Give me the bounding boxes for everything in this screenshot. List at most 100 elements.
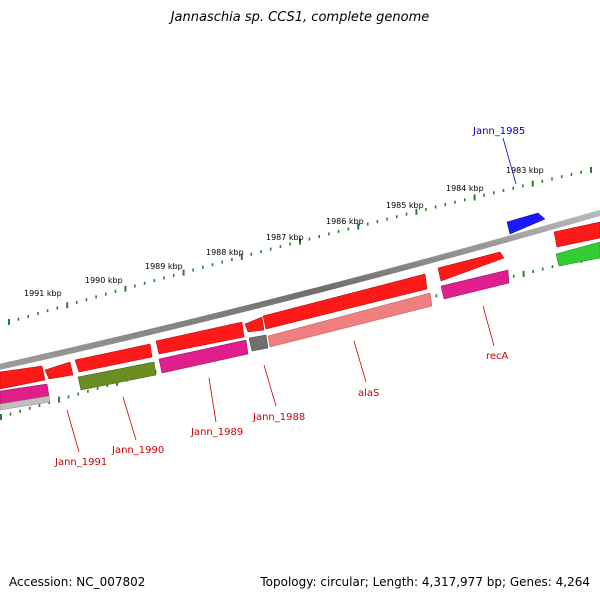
tick-mark bbox=[240, 253, 243, 260]
tick-mark bbox=[8, 319, 10, 325]
tick-label-1983: 1983 kbp bbox=[506, 166, 544, 175]
tick-mark bbox=[279, 245, 282, 249]
tick-mark bbox=[289, 242, 291, 246]
tick-mark bbox=[48, 401, 50, 405]
gene-feature[interactable] bbox=[555, 241, 600, 267]
gene-feature[interactable] bbox=[437, 251, 505, 282]
tick-mark bbox=[85, 298, 88, 302]
tick-mark bbox=[473, 194, 476, 201]
gene-jann1988[interactable] bbox=[248, 334, 269, 352]
tick-mark bbox=[77, 392, 79, 396]
gene-feature[interactable] bbox=[244, 316, 265, 333]
tick-mark bbox=[318, 235, 320, 238]
gene-feature[interactable] bbox=[74, 343, 153, 373]
tick-mark bbox=[541, 267, 544, 271]
gene-jann1989[interactable] bbox=[158, 339, 249, 374]
gene-feature[interactable] bbox=[0, 365, 46, 390]
tick-mark bbox=[46, 309, 49, 313]
label-jann1991[interactable]: Jann_1991 bbox=[54, 457, 107, 468]
tick-mark bbox=[96, 386, 99, 390]
gene-feature[interactable] bbox=[155, 321, 245, 355]
label-jann1989[interactable]: Jann_1989 bbox=[190, 427, 243, 438]
tick-mark bbox=[260, 250, 262, 254]
tick-mark bbox=[483, 193, 485, 197]
label-jann1985[interactable]: Jann_1985 bbox=[472, 126, 525, 137]
tick-mark bbox=[357, 223, 360, 230]
tick-mark bbox=[386, 217, 388, 221]
tick-mark bbox=[202, 265, 204, 269]
tick-mark bbox=[551, 177, 553, 181]
gene-alas[interactable] bbox=[267, 292, 433, 348]
tick-mark bbox=[560, 175, 563, 179]
gene-feature[interactable] bbox=[44, 361, 74, 380]
forward-genes bbox=[0, 212, 600, 390]
tick-label-1984: 1984 kbp bbox=[446, 184, 484, 193]
tick-mark bbox=[182, 269, 185, 276]
label-alas[interactable]: alaS bbox=[358, 388, 379, 399]
tick-mark bbox=[532, 270, 534, 273]
tick-mark bbox=[531, 180, 534, 187]
genome-backbone bbox=[0, 209, 600, 370]
tick-mark bbox=[570, 173, 573, 176]
tick-mark bbox=[269, 247, 272, 251]
label-reca[interactable]: recA bbox=[486, 351, 509, 362]
tick-mark bbox=[75, 300, 78, 304]
tick-mark bbox=[502, 189, 505, 192]
tick-mark bbox=[337, 229, 340, 233]
tick-mark bbox=[405, 212, 408, 216]
tick-label-1985: 1985 kbp bbox=[386, 201, 424, 210]
tick-mark bbox=[454, 200, 456, 204]
tick-mark bbox=[522, 270, 525, 277]
tick-mark bbox=[124, 285, 127, 292]
tick-mark bbox=[87, 389, 89, 393]
tick-mark bbox=[106, 384, 109, 388]
gene-feature[interactable] bbox=[553, 221, 600, 248]
tick-mark bbox=[221, 260, 223, 264]
tick-mark bbox=[37, 312, 39, 315]
tick-mark bbox=[299, 238, 301, 245]
tick-mark bbox=[580, 170, 582, 174]
gene-feature[interactable] bbox=[262, 273, 428, 330]
map-title: Jannaschia sp. CCS1, complete genome bbox=[170, 10, 430, 25]
gene-feature[interactable] bbox=[0, 395, 51, 411]
tick-mark bbox=[134, 284, 136, 288]
tick-mark bbox=[522, 184, 524, 188]
tick-mark bbox=[376, 220, 379, 224]
label-leaders bbox=[66, 137, 517, 453]
tick-mark bbox=[396, 215, 398, 219]
label-jann1988[interactable]: Jann_1988 bbox=[252, 412, 305, 423]
tick-mark bbox=[38, 404, 41, 407]
tick-mark bbox=[463, 198, 466, 202]
outer-ticks bbox=[8, 167, 592, 325]
tick-mark bbox=[590, 167, 592, 173]
gene-reca[interactable] bbox=[440, 269, 510, 300]
tick-mark bbox=[27, 314, 29, 318]
tick-mark bbox=[0, 414, 2, 420]
reverse-genes bbox=[0, 241, 600, 411]
tick-mark bbox=[58, 396, 61, 403]
tick-mark bbox=[95, 295, 97, 299]
tick-mark bbox=[17, 317, 20, 321]
label-jann1990[interactable]: Jann_1990 bbox=[111, 445, 164, 456]
tick-mark bbox=[512, 274, 515, 278]
tick-mark bbox=[434, 205, 437, 209]
tick-mark bbox=[541, 179, 544, 183]
tick-mark bbox=[366, 222, 369, 226]
gene-jann1985[interactable] bbox=[506, 212, 546, 235]
tick-mark bbox=[211, 263, 214, 267]
gene-jann1990[interactable] bbox=[77, 361, 157, 391]
tick-mark bbox=[444, 203, 447, 207]
tick-mark bbox=[105, 292, 107, 296]
tick-mark bbox=[512, 186, 514, 190]
tick-mark bbox=[67, 395, 70, 399]
tick-mark bbox=[56, 306, 59, 310]
topology-text: Topology: circular; Length: 4,317,977 bp… bbox=[260, 575, 590, 589]
tick-mark bbox=[493, 191, 495, 195]
tick-label-1988: 1988 kbp bbox=[206, 248, 244, 257]
tick-mark bbox=[153, 279, 156, 283]
tick-mark bbox=[9, 412, 12, 416]
accession-text: Accession: NC_007802 bbox=[9, 575, 146, 589]
tick-label-1991: 1991 kbp bbox=[24, 289, 62, 298]
tick-mark bbox=[29, 406, 31, 410]
